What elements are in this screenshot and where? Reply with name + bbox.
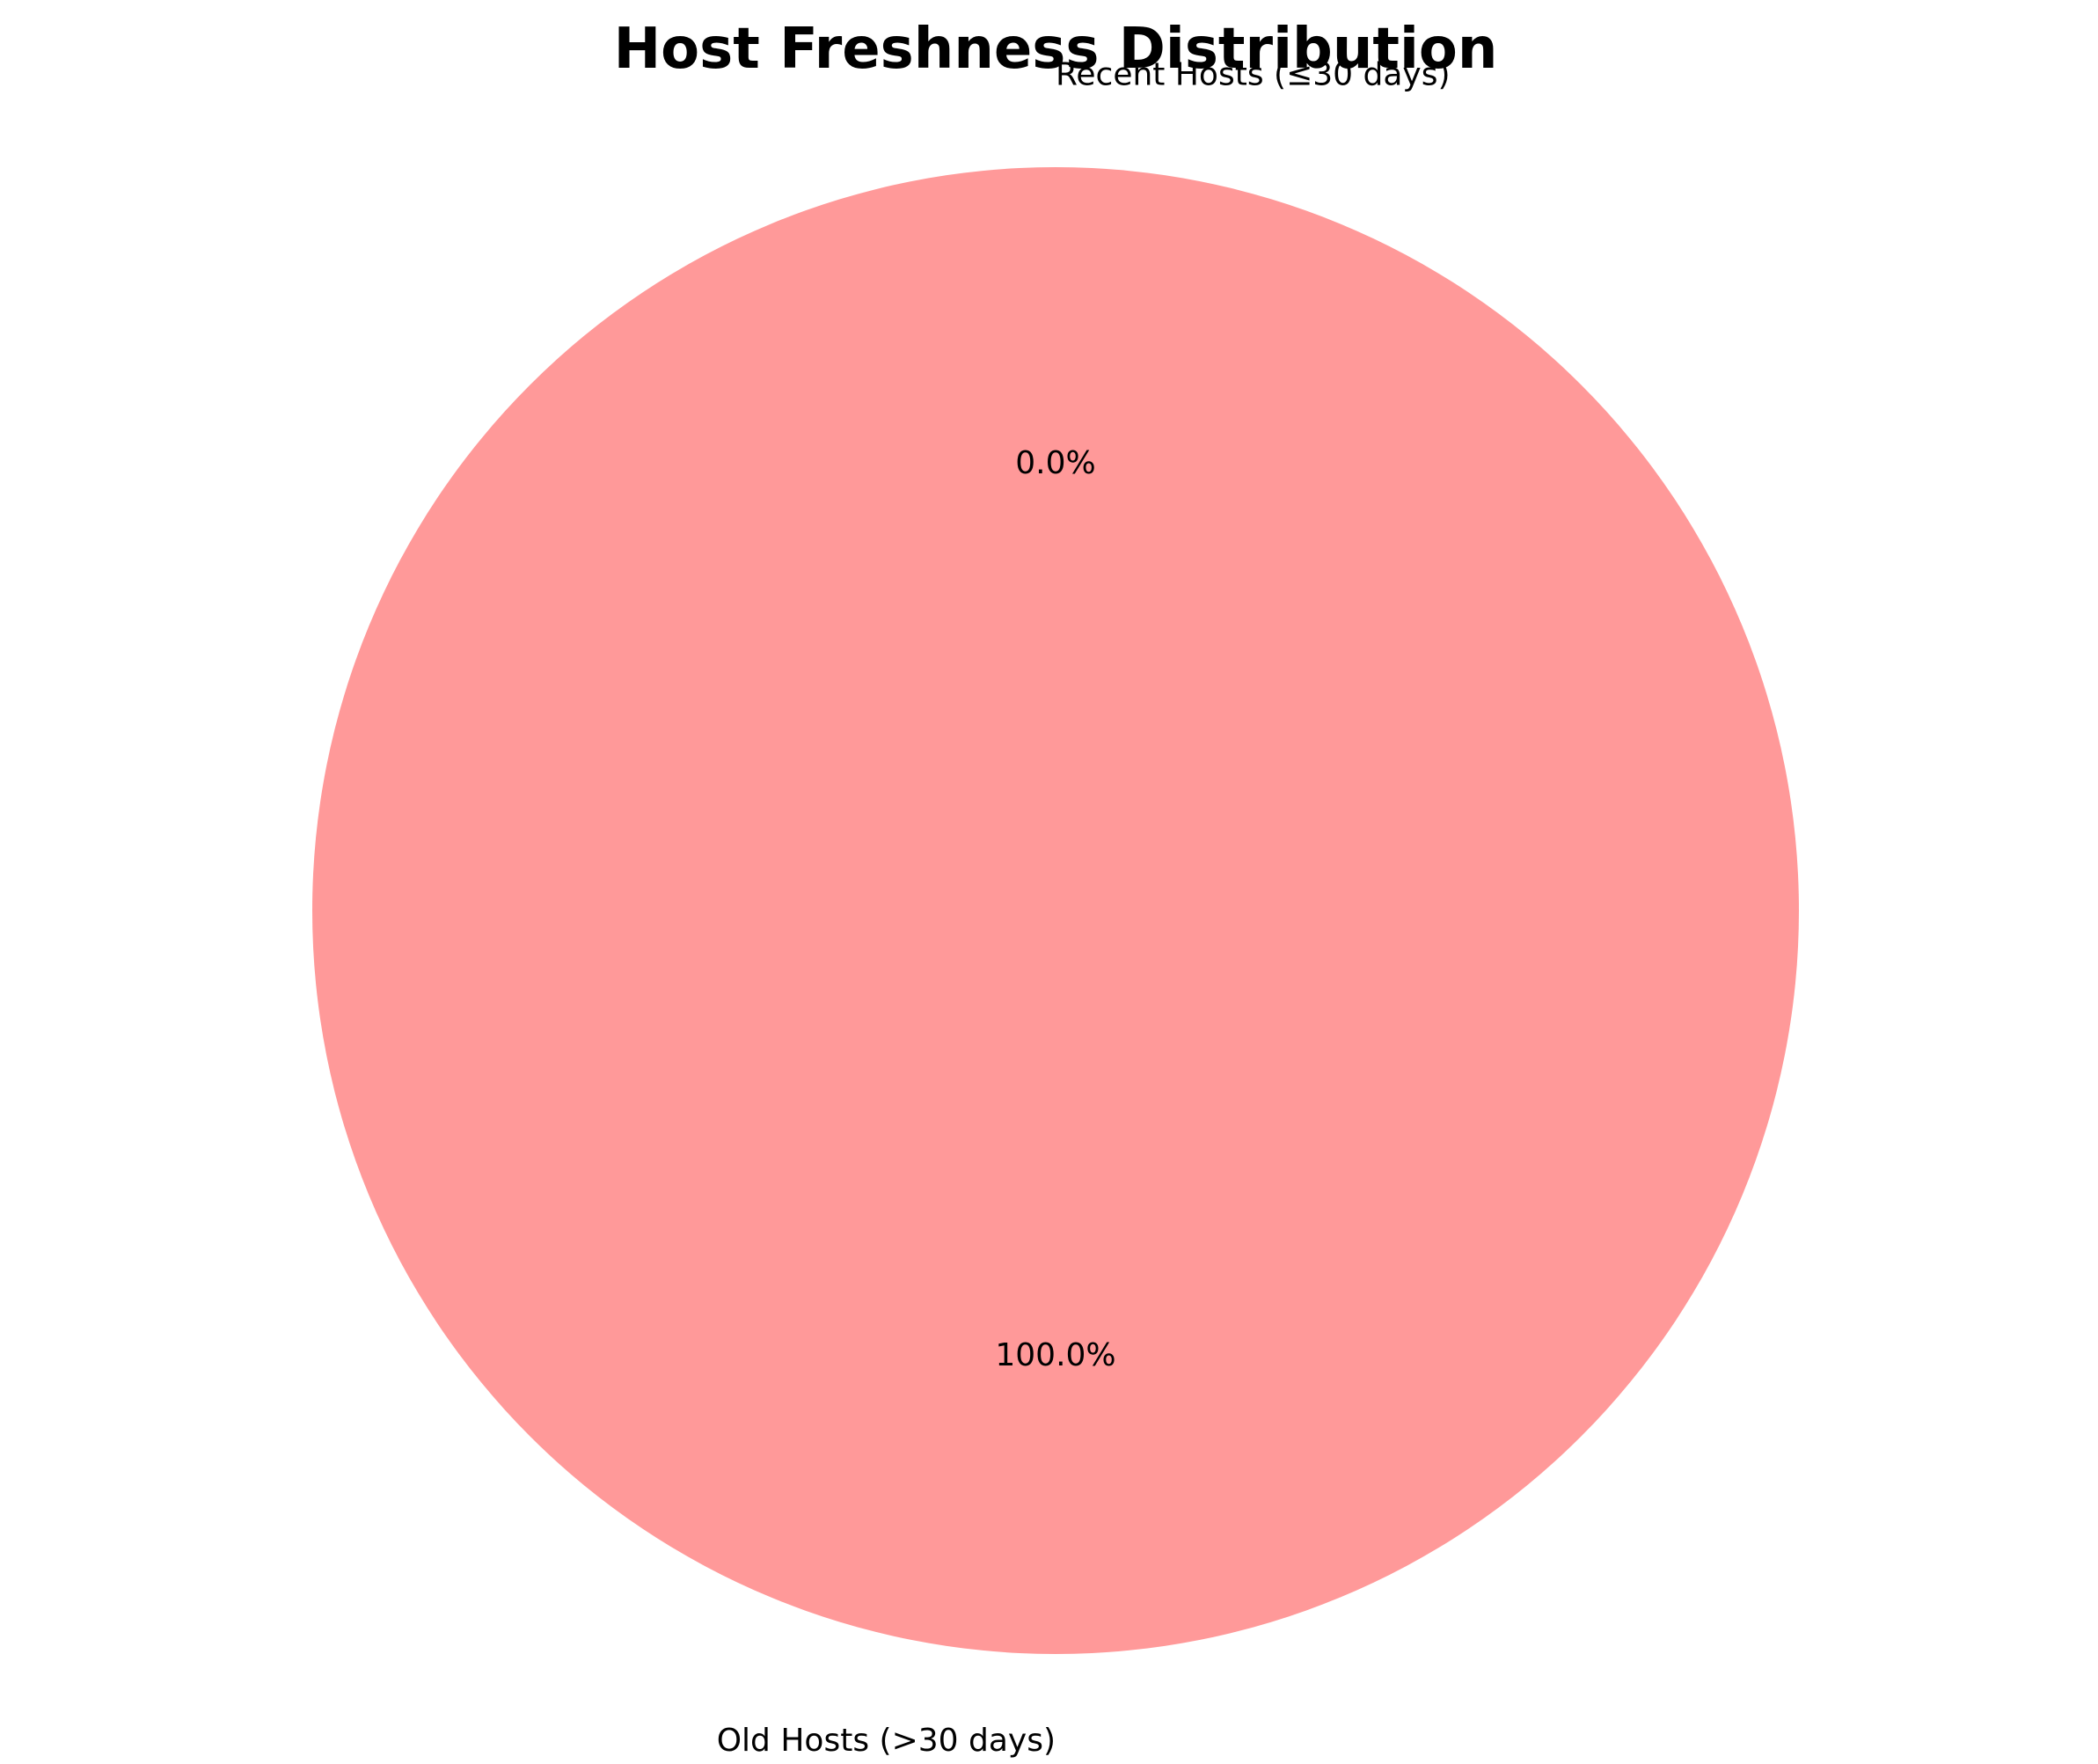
pie-labels: Recent Hosts (≤30 days) 0.0% Old Hosts (>3… (717, 57, 1451, 1760)
slice-label-recent-hosts-30-days: Recent Hosts (≤30 days) (1056, 57, 1451, 93)
percent-label-recent-hosts-30-days: 0.0% (1015, 445, 1095, 481)
chart-title: Host Freshness Distribution (614, 17, 1498, 82)
slice-label-old-hosts-30-days: Old Hosts (>30 days) (717, 1723, 1056, 1759)
percent-label-old-hosts-30-days: 100.0% (995, 1337, 1115, 1373)
pie-slice-old-hosts-30-days (312, 167, 1799, 1654)
pie-slices (312, 167, 1799, 1654)
